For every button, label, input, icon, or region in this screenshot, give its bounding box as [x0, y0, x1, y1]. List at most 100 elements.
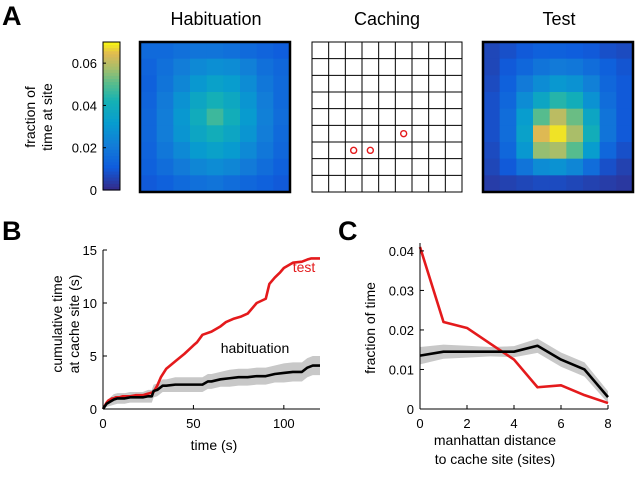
- colorbar-tick-label: 0.04: [72, 98, 97, 113]
- colorbar-segment: [103, 143, 120, 148]
- colorbar-segment: [103, 140, 120, 145]
- heatmap-cell: [566, 108, 584, 126]
- colorbar-segment: [103, 82, 120, 86]
- heatmap-cell: [206, 158, 224, 176]
- heatmap-cell: [549, 175, 567, 193]
- heatmap-cell: [499, 75, 517, 93]
- colorbar-segment: [103, 79, 120, 83]
- heatmap-cell: [616, 125, 634, 143]
- heatmap-cell: [273, 175, 291, 193]
- test-series-line: [418, 246, 609, 405]
- heatmap-cell: [533, 142, 551, 160]
- heatmap-cell: [206, 42, 224, 60]
- colorbar-segment: [103, 183, 120, 188]
- b-ylabel-line2: at cache site (s): [66, 275, 82, 374]
- colorbar-tick-label: 0.02: [72, 141, 97, 156]
- fraction-by-distance-plot: 0 2 4 6 8 0 0.01 0.02 0.03 0.04: [389, 243, 612, 431]
- heatmap-cell: [499, 158, 517, 176]
- b-test-label: test: [293, 259, 316, 275]
- heatmap-cell: [140, 142, 158, 160]
- heatmap-cell: [140, 92, 158, 110]
- colorbar-segment: [103, 103, 120, 108]
- colorbar-segment: [103, 91, 120, 96]
- colorbar-segment: [103, 119, 120, 123]
- heatmap-cell: [190, 42, 208, 60]
- heatmap-cell: [240, 158, 258, 176]
- panel-letter-b: B: [2, 216, 22, 246]
- y-tick-label: 0.04: [389, 244, 414, 259]
- heatmap-cell: [256, 75, 274, 93]
- heatmap-cell: [599, 58, 617, 76]
- colorbar-segment: [103, 100, 120, 105]
- heatmap-cell: [516, 58, 534, 76]
- heatmap-cell: [549, 58, 567, 76]
- heatmap-cell: [140, 125, 158, 143]
- heatmap-cell: [173, 92, 191, 110]
- colorbar-segment: [103, 75, 120, 80]
- heatmap-cell: [156, 158, 174, 176]
- heatmap-cell: [599, 92, 617, 110]
- heatmap-cell: [616, 175, 634, 193]
- heatmap-cell: [223, 108, 241, 126]
- heatmap-cell: [223, 158, 241, 176]
- x-tick-label: 50: [186, 416, 200, 431]
- heatmap-cell: [549, 108, 567, 126]
- heatmap-cell: [190, 125, 208, 143]
- heatmap-cell: [223, 142, 241, 160]
- heatmap-cell: [173, 142, 191, 160]
- heatmap-cell: [599, 125, 617, 143]
- colorbar-segment: [103, 168, 120, 173]
- heatmap-cell: [256, 125, 274, 143]
- cumulative-time-plot: 0 50 100 0 5 10 15: [83, 243, 320, 431]
- heatmap-cell: [583, 92, 601, 110]
- heatmap-cell: [566, 142, 584, 160]
- habituation-heatmap: [138, 40, 292, 194]
- colorbar-segment: [103, 159, 120, 163]
- x-tick-label: 100: [273, 416, 295, 431]
- heatmap-cell: [206, 75, 224, 93]
- colorbar-segment: [103, 60, 120, 65]
- colorbar-segment: [103, 63, 120, 68]
- heatmap-cell: [223, 75, 241, 93]
- heatmap-cell: [533, 75, 551, 93]
- heatmap-cell: [256, 175, 274, 193]
- heatmap-cell: [583, 75, 601, 93]
- x-tick-label: 0: [99, 416, 106, 431]
- test-title: Test: [542, 9, 575, 29]
- x-tick-label: 4: [510, 416, 517, 431]
- heatmap-cell: [173, 75, 191, 93]
- colorbar-segment: [103, 180, 120, 185]
- heatmap-cell: [240, 142, 258, 160]
- heatmap-cell: [273, 58, 291, 76]
- heatmap-cell: [516, 142, 534, 160]
- colorbar-segment: [103, 128, 120, 133]
- y-tick-label: 5: [90, 349, 97, 364]
- heatmap-cell: [533, 158, 551, 176]
- colorbar-segment: [103, 57, 120, 62]
- heatmap-frame: [138, 40, 292, 194]
- colorbar-segment: [103, 171, 120, 176]
- heatmap-cell: [483, 125, 501, 143]
- heatmap-cell: [173, 58, 191, 76]
- colorbar-segment: [103, 109, 120, 114]
- heatmap-cell: [206, 108, 224, 126]
- heatmap-cell: [256, 158, 274, 176]
- heatmap-cell: [483, 108, 501, 126]
- colorbar-segment: [103, 137, 120, 142]
- colorbar-segment: [103, 72, 120, 77]
- heatmap-cell: [549, 75, 567, 93]
- cache-site-marker: [366, 146, 375, 155]
- heatmap-cell: [173, 42, 191, 60]
- cache-site-marker: [349, 146, 358, 155]
- heatmap-cell: [533, 108, 551, 126]
- heatmap-cell: [190, 75, 208, 93]
- colorbar-tick-label: 0.06: [72, 56, 97, 71]
- heatmap-cell: [583, 158, 601, 176]
- heatmap-cell: [190, 142, 208, 160]
- colorbar-tick-label: 0: [90, 183, 97, 198]
- heatmap-cell: [240, 58, 258, 76]
- heatmap-cell: [533, 58, 551, 76]
- heatmap-cell: [190, 58, 208, 76]
- y-tick-label: 15: [83, 243, 97, 258]
